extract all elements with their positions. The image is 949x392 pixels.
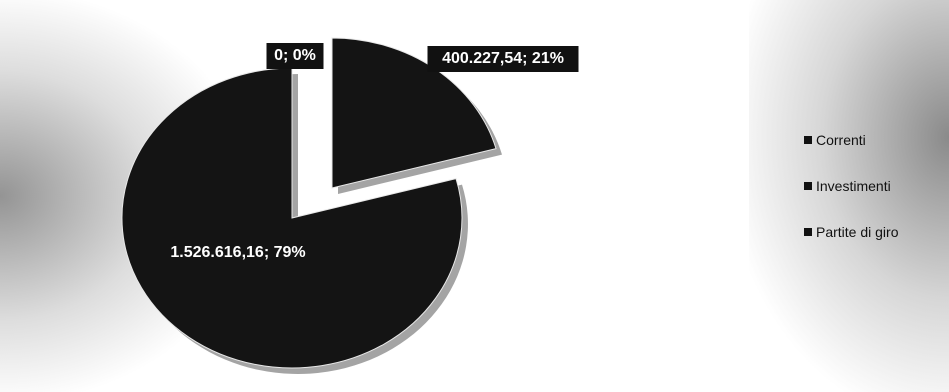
pie-slices [121, 37, 502, 375]
data-labels: 1.526.616,16; 79% 400.227,54; 21% 0; 0% [170, 43, 579, 261]
legend-label-investimenti: Investimenti [816, 178, 891, 194]
legend-swatch-partite-di-giro [804, 228, 812, 236]
legend-swatch-investimenti [804, 182, 812, 190]
label-investimenti-box [427, 46, 579, 72]
label-partite-di-giro-box [266, 43, 324, 69]
legend-label-correnti: Correnti [816, 132, 866, 148]
data-label-investimenti: 400.227,54; 21% [442, 50, 564, 67]
legend-label-partite-di-giro: Partite di giro [816, 224, 899, 240]
slice-correnti [121, 67, 463, 369]
data-label-partite-di-giro: 0; 0% [274, 47, 316, 64]
legend-swatch-correnti [804, 136, 812, 144]
legend: Correnti Investimenti Partite di giro [804, 132, 899, 240]
scan-shadow-right [749, 0, 949, 392]
data-label-correnti: 1.526.616,16; 79% [170, 244, 305, 261]
